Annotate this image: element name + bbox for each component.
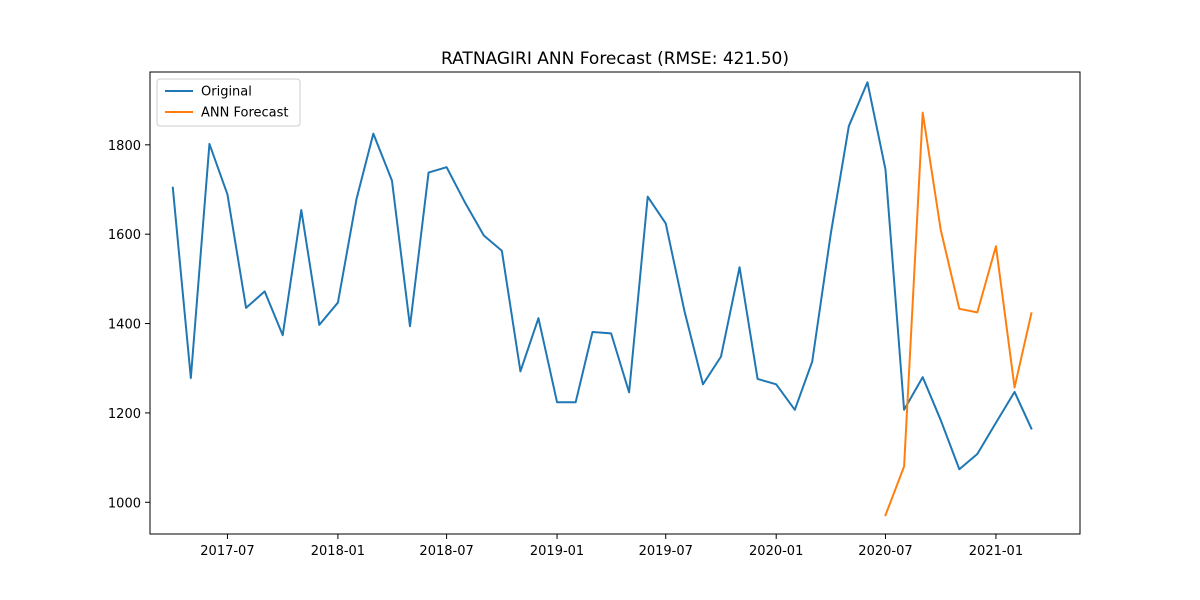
x-tick-label: 2020-07: [858, 544, 912, 559]
series-line-ann-forecast: [884, 111, 1033, 517]
y-tick-label: 1200: [108, 407, 141, 422]
axes-layer: 1000 1200 1400 1600 1800 2017-07 2018-01 2018-0…: [108, 71, 1081, 559]
y-tick-label: 1600: [108, 228, 141, 243]
legend-label: ANN Forecast: [201, 106, 288, 121]
x-tick-label: 2017-07: [200, 544, 254, 559]
plot-layer: [171, 81, 1033, 517]
legend: Original ANN Forecast: [156, 78, 301, 127]
x-tick-label: 2019-01: [530, 544, 584, 559]
y-tick-label: 1800: [108, 139, 141, 154]
y-tick-label: 1000: [108, 496, 141, 511]
y-tick-label: 1400: [108, 318, 141, 333]
x-tick-label: 2018-01: [311, 544, 365, 559]
series-line-original: [171, 81, 1033, 471]
legend-label: Original: [201, 85, 252, 100]
chart-title: RATNAGIRI ANN Forecast (RMSE: 421.50): [441, 49, 789, 69]
x-tick-label: 2019-07: [639, 544, 693, 559]
x-tick-label: 2020-01: [749, 544, 803, 559]
x-tick-label: 2021-01: [969, 544, 1023, 559]
plot-frame: [149, 71, 1081, 535]
x-tick-label: 2018-07: [419, 544, 473, 559]
